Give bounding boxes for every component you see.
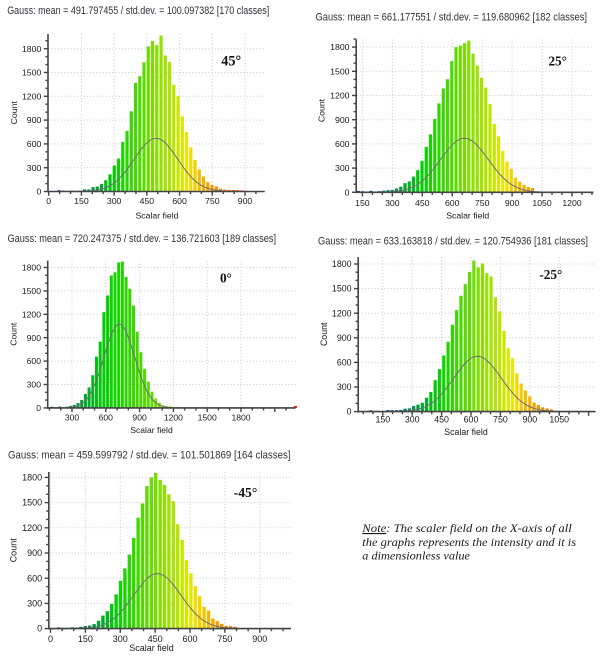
svg-text:1200: 1200 — [22, 309, 41, 319]
svg-text:450: 450 — [434, 415, 449, 425]
svg-text:300: 300 — [335, 163, 350, 173]
svg-text:1800: 1800 — [22, 44, 41, 54]
svg-text:1500: 1500 — [330, 66, 349, 76]
svg-text:300: 300 — [337, 382, 352, 392]
svg-text:900: 900 — [337, 333, 352, 343]
svg-text:150: 150 — [375, 415, 390, 425]
svg-text:1200: 1200 — [22, 523, 42, 533]
svg-text:600: 600 — [27, 139, 42, 149]
svg-text:300: 300 — [405, 415, 420, 425]
svg-text:600: 600 — [27, 356, 42, 366]
svg-text:Count: Count — [316, 98, 326, 122]
svg-text:45°: 45° — [221, 53, 241, 69]
svg-text:300: 300 — [65, 413, 80, 423]
svg-text:Note: The scaler field on the: Note: The scaler field on the X-axis of … — [361, 523, 572, 535]
svg-text:Gauss: mean = 633.163818 / std: Gauss: mean = 633.163818 / std.dev. = 12… — [318, 236, 588, 248]
svg-text:Scalar field: Scalar field — [136, 211, 179, 221]
svg-text:Scalar field: Scalar field — [444, 427, 488, 437]
svg-text:25°: 25° — [548, 54, 566, 69]
svg-text:Gauss: mean = 661.177551 / std: Gauss: mean = 661.177551 / std.dev. = 11… — [316, 12, 588, 24]
svg-text:300: 300 — [385, 198, 400, 208]
svg-text:600: 600 — [183, 634, 198, 644]
svg-text:Gauss: mean = 459.599792 / std: Gauss: mean = 459.599792 / std.dev. = 10… — [8, 450, 291, 462]
svg-text:1800: 1800 — [330, 42, 349, 52]
svg-text:900: 900 — [505, 198, 520, 208]
svg-text:Count: Count — [9, 101, 19, 125]
svg-text:0: 0 — [36, 403, 41, 413]
svg-text:0: 0 — [36, 187, 41, 197]
svg-text:1050: 1050 — [532, 198, 551, 208]
svg-text:-25°: -25° — [539, 267, 562, 282]
svg-text:1200: 1200 — [164, 413, 183, 423]
svg-text:300: 300 — [27, 380, 42, 390]
svg-text:Count: Count — [319, 322, 329, 346]
svg-text:300: 300 — [27, 599, 42, 609]
svg-text:600: 600 — [337, 358, 352, 368]
svg-text:900: 900 — [252, 634, 267, 644]
svg-text:150: 150 — [74, 196, 89, 206]
svg-text:600: 600 — [27, 573, 42, 583]
svg-text:750: 750 — [475, 198, 490, 208]
svg-text:900: 900 — [132, 413, 147, 423]
svg-text:450: 450 — [140, 196, 155, 206]
svg-text:300: 300 — [107, 196, 122, 206]
svg-text:1500: 1500 — [22, 68, 41, 78]
svg-text:900: 900 — [27, 548, 42, 558]
svg-text:1200: 1200 — [22, 91, 41, 101]
svg-text:the graphs represents the inte: the graphs represents the intensity and … — [362, 537, 576, 549]
svg-text:300: 300 — [113, 634, 128, 644]
svg-text:Count: Count — [9, 538, 19, 563]
svg-text:1200: 1200 — [330, 91, 349, 101]
svg-text:1500: 1500 — [22, 498, 42, 508]
svg-text:1500: 1500 — [22, 286, 41, 296]
svg-text:600: 600 — [445, 198, 460, 208]
svg-text:Scalar field: Scalar field — [130, 425, 173, 435]
svg-text:Scalar field: Scalar field — [129, 643, 174, 653]
svg-text:a dimensionless value: a dimensionless value — [362, 551, 470, 563]
svg-text:1050: 1050 — [549, 415, 569, 425]
svg-text:1800: 1800 — [332, 259, 352, 269]
svg-text:300: 300 — [27, 163, 42, 173]
svg-text:0: 0 — [46, 196, 51, 206]
svg-text:0: 0 — [347, 407, 352, 417]
svg-text:1500: 1500 — [198, 413, 217, 423]
svg-text:600: 600 — [464, 415, 479, 425]
svg-text:750: 750 — [205, 196, 220, 206]
svg-text:750: 750 — [217, 634, 232, 644]
svg-text:150: 150 — [355, 198, 370, 208]
svg-text:1200: 1200 — [562, 198, 581, 208]
svg-text:600: 600 — [335, 139, 350, 149]
svg-text:900: 900 — [27, 115, 42, 125]
svg-text:Gauss: mean = 491.797455 / std: Gauss: mean = 491.797455 / std.dev. = 10… — [7, 5, 269, 17]
svg-text:900: 900 — [27, 333, 42, 343]
svg-text:0: 0 — [345, 187, 350, 197]
svg-text:900: 900 — [335, 115, 350, 125]
svg-text:900: 900 — [522, 415, 537, 425]
svg-text:450: 450 — [148, 634, 163, 644]
svg-text:600: 600 — [99, 413, 114, 423]
svg-text:900: 900 — [238, 196, 253, 206]
svg-text:0: 0 — [48, 634, 53, 644]
svg-text:150: 150 — [78, 634, 93, 644]
svg-text:1800: 1800 — [22, 473, 42, 483]
svg-text:0°: 0° — [220, 271, 232, 286]
svg-text:Gauss: mean = 720.247375 / std: Gauss: mean = 720.247375 / std.dev. = 13… — [8, 233, 277, 245]
svg-text:0: 0 — [37, 624, 42, 634]
svg-text:1800: 1800 — [22, 263, 41, 273]
svg-text:-45°: -45° — [234, 485, 258, 500]
svg-text:450: 450 — [415, 198, 430, 208]
svg-text:Scalar field: Scalar field — [446, 210, 489, 220]
svg-text:Count: Count — [9, 322, 19, 346]
svg-text:1200: 1200 — [332, 308, 352, 318]
svg-text:1500: 1500 — [332, 284, 352, 294]
svg-text:750: 750 — [493, 415, 508, 425]
svg-text:1800: 1800 — [231, 413, 250, 423]
svg-text:600: 600 — [172, 196, 187, 206]
